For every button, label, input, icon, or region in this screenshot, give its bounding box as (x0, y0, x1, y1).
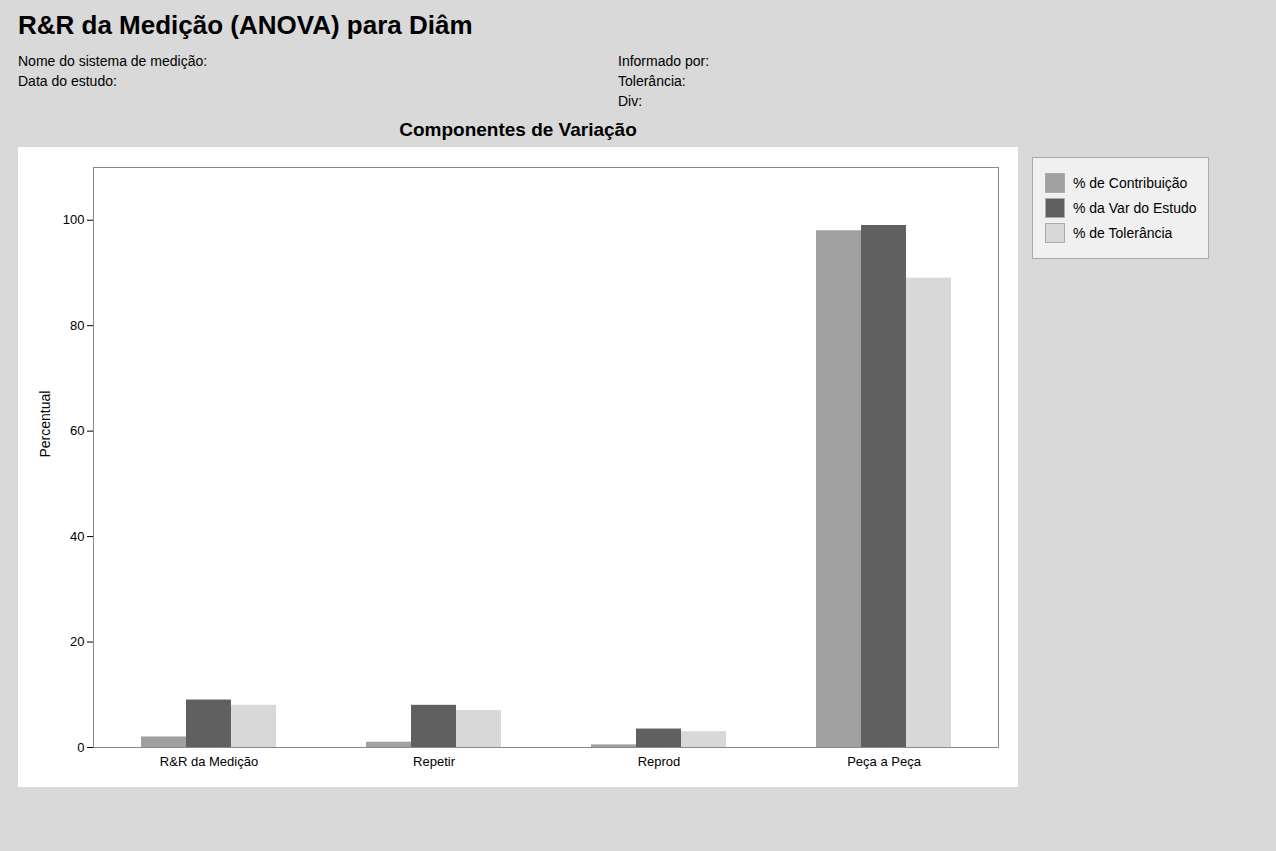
svg-text:20: 20 (70, 634, 84, 649)
svg-text:Reprod: Reprod (638, 754, 681, 769)
svg-text:0: 0 (77, 740, 84, 755)
html-text:R&R da Medição (ANOVA) para Di: R&R da Medição (ANOVA) para Diâm (18, 10, 473, 40)
svg-text:Percentual: Percentual (37, 391, 53, 458)
svg-text:80: 80 (70, 318, 84, 333)
html-text:% da Var do Estudo: % da Var do Estudo (1073, 200, 1197, 216)
html-text:Componentes de Variação: Componentes de Variação (399, 119, 637, 140)
html-text:Div:: Div: (618, 93, 643, 109)
svg-text:100: 100 (63, 212, 85, 227)
svg-text:Peça a Peça: Peça a Peça (847, 754, 921, 769)
html-text:Nome do sistema de medição:: Nome do sistema de medição: (18, 53, 208, 69)
svg-text:Repetir: Repetir (413, 754, 456, 769)
svg-text:60: 60 (70, 423, 84, 438)
html-text:Informado por:: Informado por: (618, 53, 710, 69)
html-text:% de Tolerância: % de Tolerância (1073, 225, 1173, 241)
html-text:% de Contribuição: % de Contribuição (1073, 175, 1188, 191)
html-text:Tolerância:: Tolerância: (618, 73, 686, 89)
html-text:Data do estudo:: Data do estudo: (18, 73, 117, 89)
svg-text:40: 40 (70, 529, 84, 544)
svg-text:R&R da Medição: R&R da Medição (160, 754, 258, 769)
